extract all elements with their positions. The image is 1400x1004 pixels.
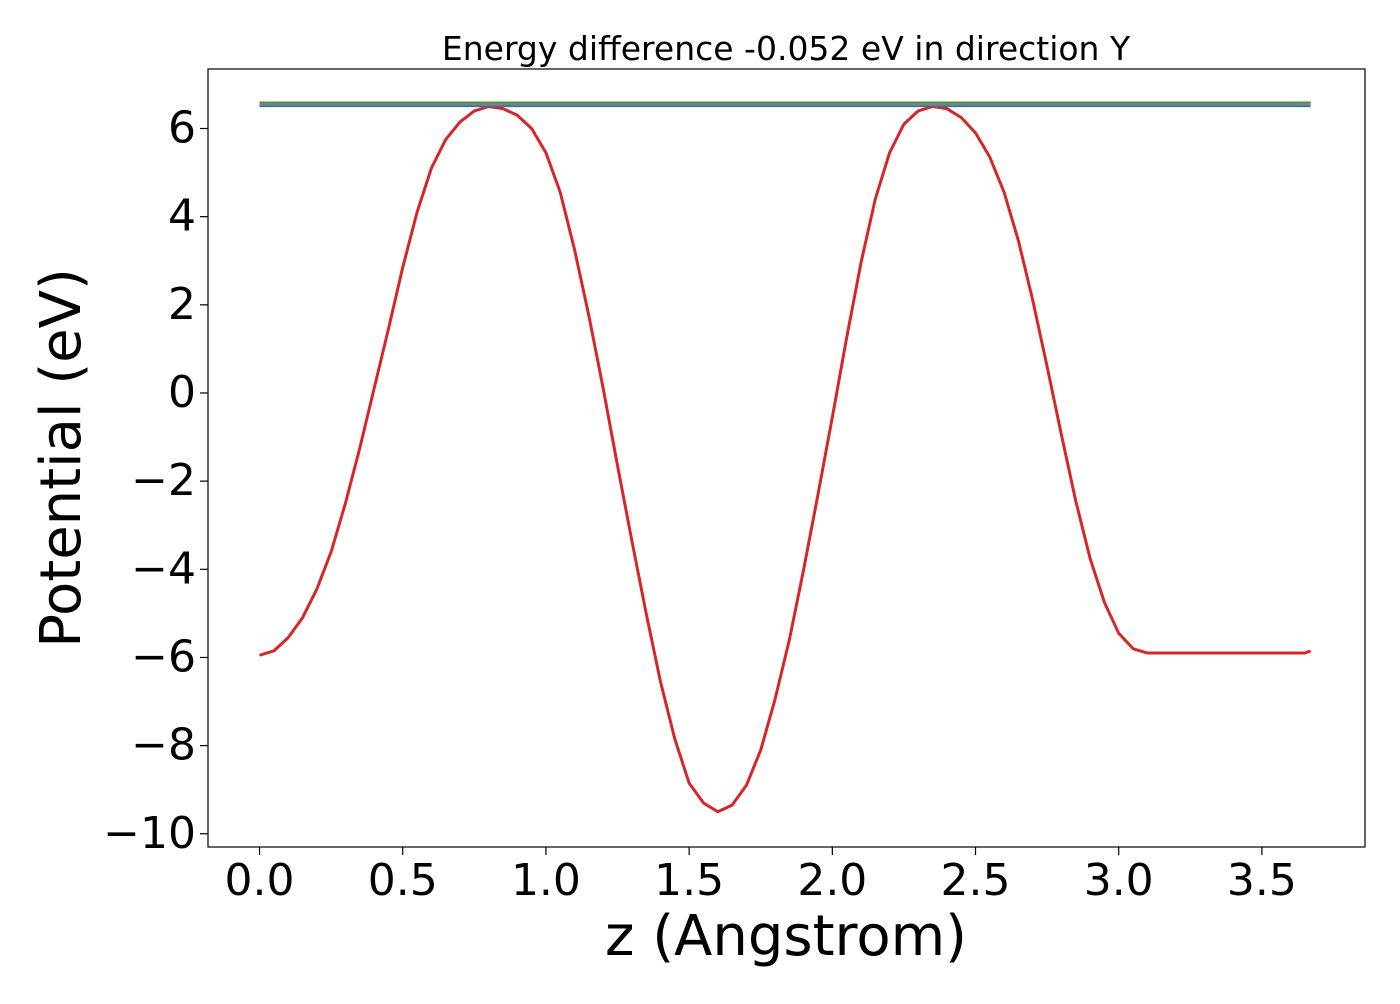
x-tick-label: 3.0 [1084,855,1154,906]
y-tick-label: 6 [168,103,196,154]
y-tick-label: −8 [131,720,196,771]
y-tick-label: −10 [103,808,196,859]
x-axis: 0.0 0.5 1.0 1.5 2.0 2.5 3.0 3.5 [225,847,1297,906]
x-tick-label: 1.0 [511,855,581,906]
y-tick-label: 4 [168,191,196,242]
y-tick-label: 0 [168,367,196,418]
y-axis-label: Potential (eV) [29,268,94,648]
series-layer [259,101,1312,814]
x-tick-label: 1.5 [654,855,724,906]
x-tick-label: 2.0 [797,855,867,906]
x-tick-label: 3.5 [1227,855,1297,906]
x-tick-label: 2.5 [941,855,1011,906]
y-tick-label: −2 [131,455,196,506]
x-tick-label: 0.5 [368,855,438,906]
y-tick-label: −4 [131,543,196,594]
y-tick-label: −6 [131,631,196,682]
x-axis-label: z (Angstrom) [605,904,967,969]
x-tick-label: 0.0 [225,855,295,906]
plot-frame [207,68,1366,848]
series-line-1 [259,104,1312,814]
y-axis: −10 −8 −6 −4 −2 0 2 4 6 [103,103,208,859]
chart-title: Energy difference -0.052 eV in direction… [442,29,1131,68]
y-tick-label: 2 [168,279,196,330]
